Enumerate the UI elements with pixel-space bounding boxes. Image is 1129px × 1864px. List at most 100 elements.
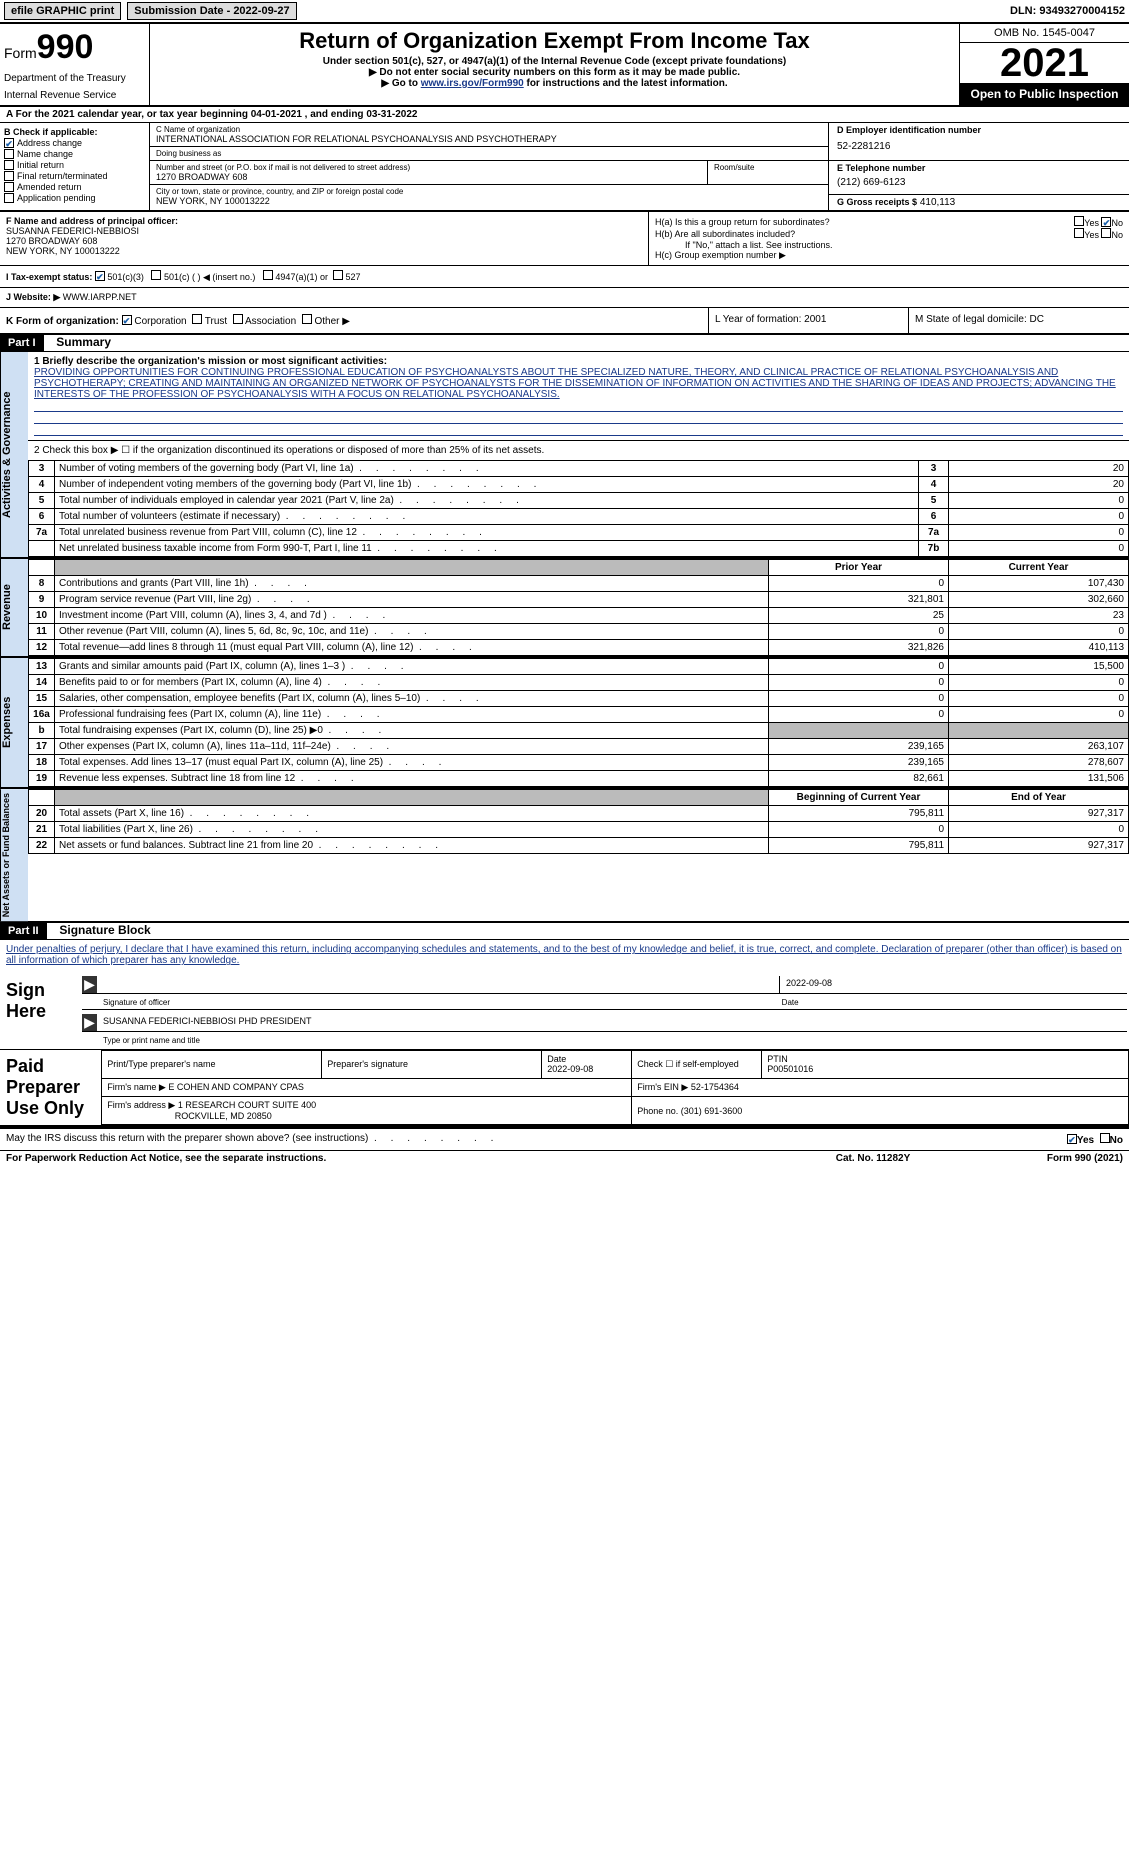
checkbox-icon[interactable] [1100,1133,1110,1143]
prior-value: 795,811 [769,806,949,822]
opt-501c3: 501(c)(3) [107,272,144,282]
current-value: 927,317 [949,806,1129,822]
prior-year-hdr: Prior Year [769,560,949,576]
chk-initial-return[interactable]: Initial return [4,160,145,170]
checkbox-icon[interactable] [333,270,343,280]
efile-print-button[interactable]: efile GRAPHIC print [4,2,121,20]
part2-header: Part II Signature Block [0,923,1129,940]
checkbox-icon[interactable] [1067,1134,1077,1144]
form-num-big: 990 [37,28,94,66]
checkbox-icon[interactable] [1074,216,1084,226]
note-goto-pre: ▶ Go to [381,78,420,89]
opt-527: 527 [345,272,360,282]
line-num: 15 [29,691,55,707]
line-desc: Total revenue—add lines 8 through 11 (mu… [55,640,769,656]
checkbox-icon[interactable] [151,270,161,280]
col-c-org-info: C Name of organization INTERNATIONAL ASS… [150,123,829,210]
line-value: 20 [949,477,1129,493]
chk-application-pending[interactable]: Application pending [4,193,145,203]
chk-address-change[interactable]: Address change [4,138,145,148]
current-value: 927,317 [949,838,1129,854]
table-row: 3 Number of voting members of the govern… [29,461,1129,477]
chk-label: Address change [17,138,82,148]
chk-label: Final return/terminated [17,171,108,181]
firm-addr: Firm's address ▶ 1 RESEARCH COURT SUITE … [102,1096,632,1124]
form-footer: Form 990 (2021) [973,1153,1123,1164]
blank-rule [34,424,1123,436]
section-net-assets: Net Assets or Fund Balances Beginning of… [0,789,1129,923]
line-num: 4 [29,477,55,493]
checkbox-icon[interactable] [233,314,243,324]
line-desc: Other revenue (Part VIII, column (A), li… [55,624,769,640]
paid-preparer-label: Paid Preparer Use Only [0,1050,101,1125]
chk-name-change[interactable]: Name change [4,149,145,159]
row-i-tax-status: I Tax-exempt status: 501(c)(3) 501(c) ( … [0,266,1129,288]
signature-section: Under penalties of perjury, I declare th… [0,940,1129,1129]
irs-label: Internal Revenue Service [4,90,145,101]
line-desc: Grants and similar amounts paid (Part IX… [55,659,769,675]
org-name-cell: C Name of organization INTERNATIONAL ASS… [150,123,828,147]
prior-value: 0 [769,576,949,592]
line-desc: Net unrelated business taxable income fr… [55,541,919,557]
dba-lbl: Doing business as [156,149,822,158]
hb-note: If "No," attach a list. See instructions… [655,240,1123,250]
prior-value: 0 [769,707,949,723]
prior-value: 0 [769,624,949,640]
section-entity-info: B Check if applicable: Address change Na… [0,123,1129,212]
top-bar: efile GRAPHIC print Submission Date - 20… [0,0,1129,24]
line-desc: Net assets or fund balances. Subtract li… [55,838,769,854]
prep-self-emp: Check ☐ if self-employed [632,1051,762,1078]
table-header: Prior Year Current Year [29,560,1129,576]
tel-lbl: E Telephone number [837,163,1121,173]
part1-title: Summary [46,335,111,349]
net-assets-content: Beginning of Current Year End of Year20 … [28,789,1129,921]
checkbox-icon [4,171,14,181]
irs-link[interactable]: www.irs.gov/Form990 [421,78,524,89]
discuss-row: May the IRS discuss this return with the… [0,1129,1129,1150]
checkbox-icon[interactable] [1074,228,1084,238]
checkbox-icon [4,160,14,170]
gross-lbl: G Gross receipts $ [837,197,917,207]
line2: 2 Check this box ▶ ☐ if the organization… [28,441,1129,460]
firm-name: Firm's name ▶ E COHEN AND COMPANY CPAS [102,1078,632,1096]
part2-bar: Part II [0,923,47,939]
checkbox-icon[interactable] [122,315,132,325]
ein-cell: D Employer identification number 52-2281… [829,123,1129,161]
prep-row-3: Firm's address ▶ 1 RESEARCH COURT SUITE … [102,1096,1129,1124]
header-right: OMB No. 1545-0047 2021 Open to Public In… [959,24,1129,105]
checkbox-icon[interactable] [1101,228,1111,238]
gross-cell: G Gross receipts $ 410,113 [829,195,1129,210]
mission-block: 1 Briefly describe the organization's mi… [28,352,1129,441]
sig-officer-field[interactable] [97,976,780,993]
tax-year: 2021 [960,43,1129,83]
col-ref: 7a [919,525,949,541]
org-name: INTERNATIONAL ASSOCIATION FOR RELATIONAL… [156,134,822,144]
arrow-icon: ▶ [82,1014,97,1031]
line-num [29,541,55,557]
chk-final-return[interactable]: Final return/terminated [4,171,145,181]
checkbox-icon[interactable] [95,271,105,281]
line-desc: Program service revenue (Part VIII, line… [55,592,769,608]
arrow-icon: ▶ [82,976,97,993]
note-goto-post: for instructions and the latest informat… [524,78,728,89]
header-middle: Return of Organization Exempt From Incom… [150,24,959,105]
submission-date-button[interactable]: Submission Date - 2022-09-27 [127,2,296,20]
chk-label: Initial return [17,160,64,170]
line-value: 0 [949,541,1129,557]
checkbox-icon[interactable] [192,314,202,324]
checkbox-icon[interactable] [302,314,312,324]
end-year-hdr: End of Year [949,790,1129,806]
vtab-activities: Activities & Governance [0,352,28,557]
table-row: 7a Total unrelated business revenue from… [29,525,1129,541]
opt-4947: 4947(a)(1) or [275,272,328,282]
i-label: I Tax-exempt status: [6,272,92,282]
line-desc: Total liabilities (Part X, line 26) [55,822,769,838]
current-value: 0 [949,822,1129,838]
chk-amended-return[interactable]: Amended return [4,182,145,192]
checkbox-icon [4,182,14,192]
table-row: 9 Program service revenue (Part VIII, li… [29,592,1129,608]
checkbox-icon[interactable] [263,270,273,280]
checkbox-icon[interactable] [1101,217,1111,227]
line-desc: Number of independent voting members of … [55,477,919,493]
org-name-lbl: C Name of organization [156,125,822,134]
